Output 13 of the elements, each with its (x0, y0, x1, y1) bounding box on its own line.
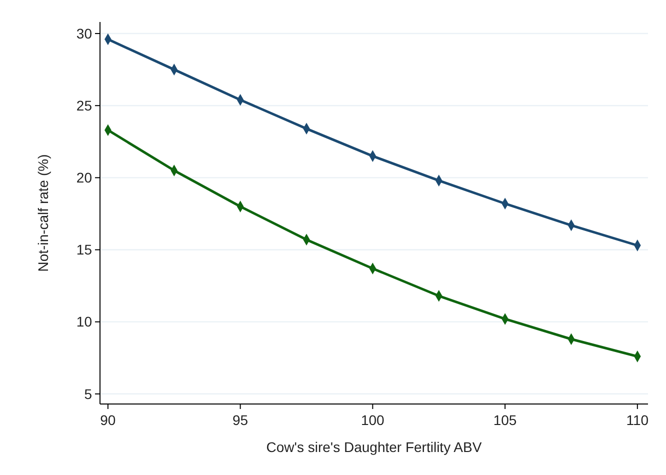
y-tick-label: 20 (76, 170, 92, 186)
x-tick-label: 90 (100, 412, 116, 428)
y-tick-label: 15 (76, 242, 92, 258)
x-tick-label: 95 (232, 412, 248, 428)
y-axis-title: Not-in-calf rate (%) (35, 154, 51, 272)
y-tick-label: 25 (76, 98, 92, 114)
x-tick-label: 110 (626, 412, 649, 428)
y-tick-label: 10 (76, 314, 92, 330)
y-tick-label: 30 (76, 25, 92, 42)
y-tick-label: 5 (84, 386, 92, 402)
x-tick-label: 105 (493, 412, 517, 428)
x-axis-title: Cow's sire's Daughter Fertility ABV (266, 439, 482, 455)
x-tick-label: 100 (360, 412, 385, 428)
